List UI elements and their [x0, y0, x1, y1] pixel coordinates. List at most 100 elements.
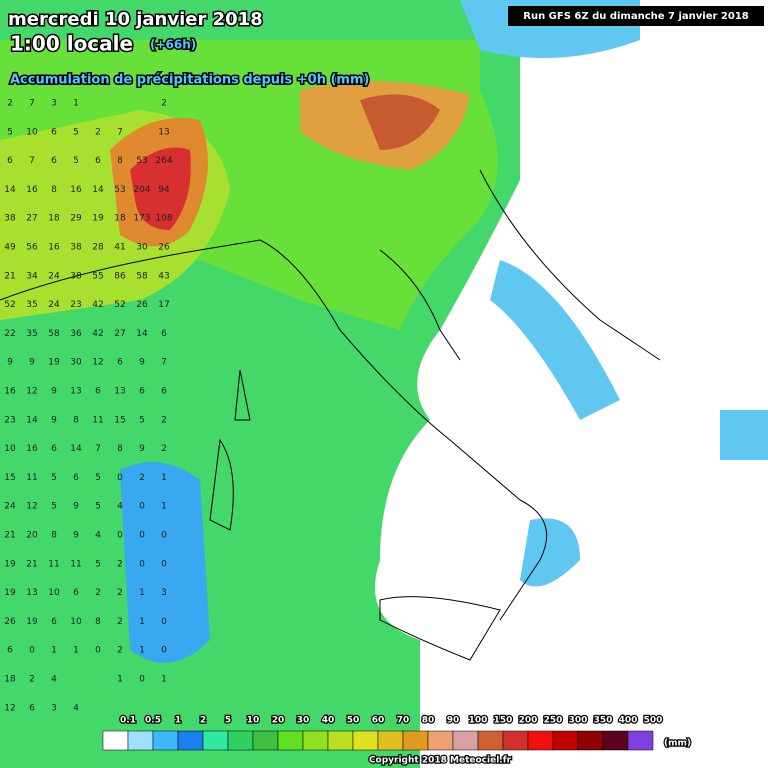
grid-value: 9 [73, 531, 79, 541]
legend-label: 0.1 [120, 716, 136, 726]
grid-value: 4 [51, 675, 57, 685]
grid-value: 12 [4, 703, 15, 713]
grid-value: 14 [136, 329, 148, 339]
grid-value: 1 [73, 99, 79, 109]
grid-value: 28 [92, 243, 104, 253]
lead-time: (+66h) [150, 38, 196, 52]
legend-label: 350 [594, 716, 613, 726]
grid-value: 9 [51, 387, 57, 397]
grid-value: 17 [158, 300, 169, 310]
grid-value: 8 [51, 531, 57, 541]
legend-label: 40 [322, 716, 335, 726]
grid-value: 6 [95, 156, 101, 166]
grid-value: 8 [51, 185, 57, 195]
grid-value: 0 [117, 473, 123, 483]
legend-label: 50 [347, 716, 360, 726]
grid-value: 5 [95, 502, 101, 512]
precip-area [720, 410, 768, 460]
grid-value: 24 [48, 300, 60, 310]
grid-value: 2 [95, 588, 101, 598]
grid-value: 0 [139, 502, 145, 512]
legend-swatch [152, 730, 179, 751]
legend-swatch [527, 730, 554, 751]
legend-label: 400 [619, 716, 638, 726]
field-title: Accumulation de précipitations depuis +0… [10, 73, 369, 88]
grid-value: 4 [117, 502, 123, 512]
grid-value: 0 [139, 531, 145, 541]
legend: 0.1 0.5 1 2 5 10 20 30 40 50 60 70 80 90 100 150 200 250 3… [102, 714, 664, 751]
grid-value: 12 [92, 358, 103, 368]
grid-value: 12 [26, 502, 37, 512]
grid-value: 7 [29, 99, 35, 109]
grid-value: 2 [117, 588, 123, 598]
grid-value: 15 [114, 415, 125, 425]
grid-value: 10 [48, 588, 60, 598]
precip-area [120, 462, 210, 663]
grid-value: 4 [73, 703, 79, 713]
grid-value: 52 [114, 300, 125, 310]
legend-label: 60 [372, 716, 385, 726]
legend-swatch [102, 730, 129, 751]
grid-value: 11 [48, 559, 59, 569]
grid-value: 0 [139, 559, 145, 569]
grid-value: 8 [73, 415, 79, 425]
legend-unit: (mm) [664, 739, 691, 749]
grid-value: 10 [4, 444, 16, 454]
grid-value: 2 [117, 646, 123, 656]
grid-value: 5 [95, 559, 101, 569]
grid-value: 0 [95, 646, 101, 656]
grid-value: 24 [48, 271, 60, 281]
legend-label: 150 [494, 716, 513, 726]
grid-value: 38 [70, 271, 82, 281]
grid-value: 1 [161, 502, 167, 512]
grid-value: 21 [4, 531, 15, 541]
run-info: Run GFS 6Z du dimanche 7 janvier 2018 [523, 11, 749, 22]
grid-value: 27 [114, 329, 125, 339]
grid-value: 11 [92, 415, 103, 425]
grid-value: 5 [95, 473, 101, 483]
grid-value: 1 [51, 646, 57, 656]
grid-value: 6 [73, 473, 79, 483]
grid-value: 204 [133, 185, 150, 195]
grid-value: 3 [161, 588, 167, 598]
grid-value: 9 [139, 358, 145, 368]
grid-value: 24 [4, 502, 16, 512]
grid-value: 18 [114, 214, 126, 224]
grid-value: 2 [95, 127, 101, 137]
grid-value: 2 [161, 415, 167, 425]
grid-value: 1 [139, 646, 145, 656]
grid-value: 1 [73, 646, 79, 656]
grid-value: 6 [29, 703, 35, 713]
grid-value: 14 [4, 185, 16, 195]
grid-value: 2 [29, 675, 35, 685]
grid-value: 173 [133, 214, 150, 224]
grid-value: 6 [7, 646, 13, 656]
grid-value: 34 [26, 271, 38, 281]
grid-value: 4 [95, 531, 101, 541]
grid-value: 0 [161, 531, 167, 541]
grid-value: 7 [95, 444, 101, 454]
legend-label: 500 [644, 716, 663, 726]
grid-value: 12 [26, 387, 37, 397]
grid-value: 6 [161, 329, 167, 339]
grid-value: 2 [117, 617, 123, 627]
grid-value: 19 [48, 358, 60, 368]
legend-swatch [427, 730, 454, 751]
grid-value: 6 [73, 588, 79, 598]
grid-value: 38 [4, 214, 16, 224]
grid-value: 29 [70, 214, 82, 224]
copyright: Copyright 2018 Meteociel.fr [369, 756, 512, 766]
grid-value: 6 [51, 444, 57, 454]
grid-value: 8 [117, 156, 123, 166]
grid-value: 30 [70, 358, 82, 368]
grid-value: 19 [4, 559, 16, 569]
grid-value: 6 [7, 156, 13, 166]
grid-value: 9 [7, 358, 13, 368]
grid-value: 3 [51, 99, 57, 109]
legend-label: 2 [200, 716, 206, 726]
legend-swatch [602, 730, 629, 751]
legend-swatch [502, 730, 529, 751]
local-time: 1:00 locale [10, 32, 133, 56]
grid-value: 1 [161, 473, 167, 483]
